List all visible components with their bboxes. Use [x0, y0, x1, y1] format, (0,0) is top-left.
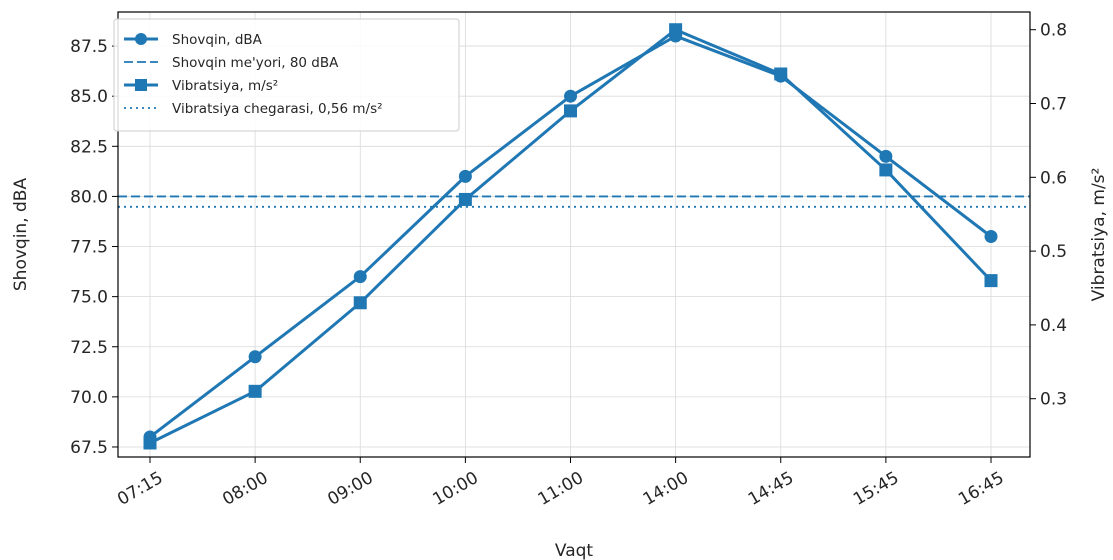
- y-left-tick-label: 77.5: [70, 238, 108, 258]
- y-left-tick-label: 67.5: [70, 438, 108, 458]
- vibration-point: [143, 436, 157, 450]
- y-left-tick-label: 80.0: [70, 187, 108, 207]
- vibration-point: [458, 192, 472, 206]
- noise-point: [353, 270, 367, 284]
- vibration-point: [564, 104, 577, 118]
- y-left-tick-label: 85.0: [70, 87, 108, 107]
- noise-point: [564, 89, 577, 103]
- y-left-tick-label: 87.5: [70, 37, 108, 57]
- noise-point: [984, 230, 998, 244]
- y-axis-left-title: Shovqin, dBA: [11, 178, 31, 292]
- y-right-tick-label: 0.8: [1040, 21, 1067, 41]
- legend-label: Vibratsiya, m/s²: [172, 78, 278, 94]
- x-axis-title: Vaqt: [555, 541, 594, 560]
- y-right-tick-label: 0.7: [1040, 95, 1067, 115]
- y-right-tick-label: 0.5: [1040, 242, 1067, 262]
- noise-point: [879, 149, 893, 163]
- reference-lines: [118, 195, 1030, 208]
- vibration-point: [669, 23, 683, 37]
- noise-point: [458, 169, 472, 183]
- y-axis-right-title: Vibratsiya, m/s²: [1089, 168, 1109, 302]
- y-right-tick-label: 0.3: [1040, 390, 1067, 410]
- vibration-point: [248, 384, 262, 398]
- legend: Shovqin, dBA Shovqin me'yori, 80 dBA Vibra…: [113, 18, 460, 132]
- legend-label: Shovqin, dBA: [172, 32, 263, 48]
- noise-point: [248, 350, 262, 364]
- y-right-tick-label: 0.6: [1040, 168, 1067, 188]
- legend-label: Shovqin me'yori, 80 dBA: [172, 55, 339, 71]
- y-left-tick-label: 72.5: [70, 338, 108, 358]
- vibration-point: [774, 67, 788, 81]
- y-left-tick-label: 70.0: [70, 388, 108, 408]
- legend-box: [113, 18, 460, 132]
- y-right-tick-label: 0.4: [1040, 316, 1067, 336]
- legend-marker-circle: [135, 33, 147, 45]
- vibration-point: [353, 296, 367, 310]
- y-left-tick-label: 82.5: [70, 137, 108, 157]
- y-left-tick-label: 75.0: [70, 288, 108, 308]
- plot-frame: [117, 11, 1031, 458]
- series: [143, 23, 998, 450]
- vibration-point: [879, 163, 893, 177]
- legend-label: Vibratsiya chegarasi, 0,56 m/s²: [172, 101, 383, 117]
- legend-marker-square: [135, 79, 147, 91]
- vibration-point: [984, 274, 998, 288]
